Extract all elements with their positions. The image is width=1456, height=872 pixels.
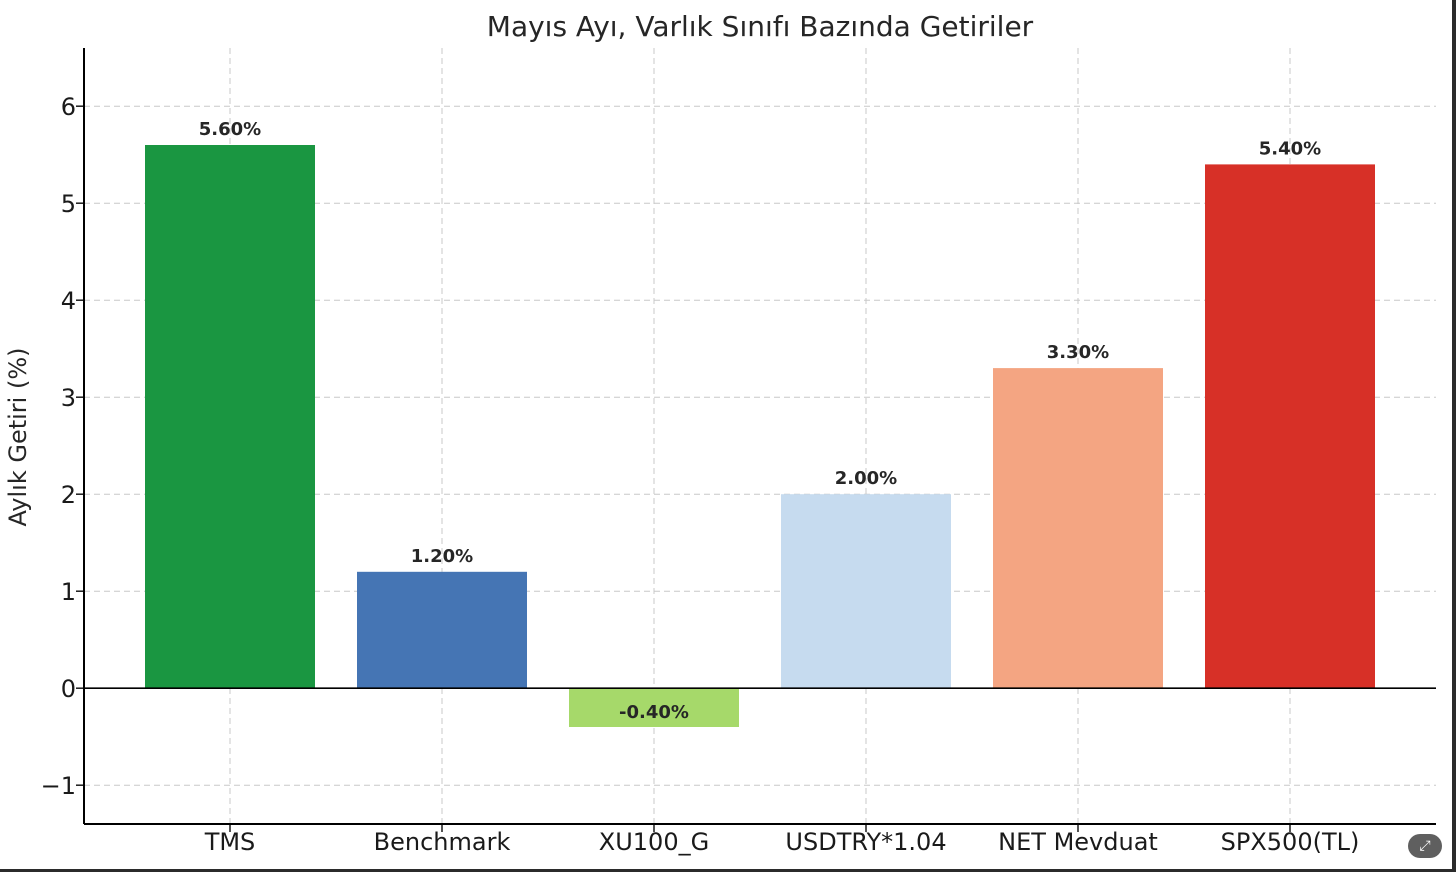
x-tick-label: SPX500(TL): [1221, 828, 1360, 856]
y-tick-label: 1: [61, 578, 76, 606]
y-tick-label: −1: [41, 772, 76, 800]
data-label: 5.60%: [199, 119, 261, 140]
data-labels: 5.60% 1.20% -0.40% 2.00% 3.30% 5.40%: [199, 119, 1321, 723]
data-label: 5.40%: [1259, 138, 1321, 159]
axes: [76, 48, 1436, 832]
x-tick-label: NET Mevduat: [998, 828, 1158, 856]
bars: [145, 145, 1375, 727]
y-tick-label: 5: [61, 190, 76, 218]
chart-title: Mayıs Ayı, Varlık Sınıfı Bazında Getiril…: [487, 10, 1034, 43]
bar-spx500-tl-: [1205, 164, 1375, 689]
bar-benchmark: [357, 571, 527, 689]
y-tick-label: 2: [61, 481, 76, 509]
x-tick-label: TMS: [204, 828, 256, 856]
y-tick-labels: −1 0 1 2 3 4 5 6: [41, 93, 76, 800]
bar-net-mevduat: [993, 368, 1163, 689]
data-label: 3.30%: [1047, 342, 1109, 363]
expand-icon: ⤢: [1419, 838, 1431, 854]
x-tick-label: Benchmark: [374, 828, 511, 856]
bar-usdtry-1-04: [781, 494, 951, 689]
window-edge-bottom: [0, 869, 1456, 872]
bar-xu100-g: [569, 688, 739, 727]
window-edge-right: [1452, 0, 1456, 872]
x-tick-labels: TMS Benchmark XU100_G USDTRY*1.04 NET Mevdua…: [204, 828, 1360, 856]
data-label: 2.00%: [835, 468, 897, 489]
expand-button[interactable]: ⤢: [1408, 834, 1442, 858]
x-tick-label: USDTRY*1.04: [785, 828, 946, 856]
data-label: 1.20%: [411, 546, 473, 567]
y-tick-label: 6: [61, 93, 76, 121]
y-tick-label: 0: [61, 675, 76, 703]
data-label: -0.40%: [619, 702, 689, 723]
y-axis-label: Aylık Getiri (%): [4, 348, 32, 527]
x-tick-label: XU100_G: [599, 828, 709, 856]
bar-tms: [145, 145, 315, 689]
y-tick-label: 4: [61, 287, 76, 315]
y-tick-label: 3: [61, 384, 76, 412]
